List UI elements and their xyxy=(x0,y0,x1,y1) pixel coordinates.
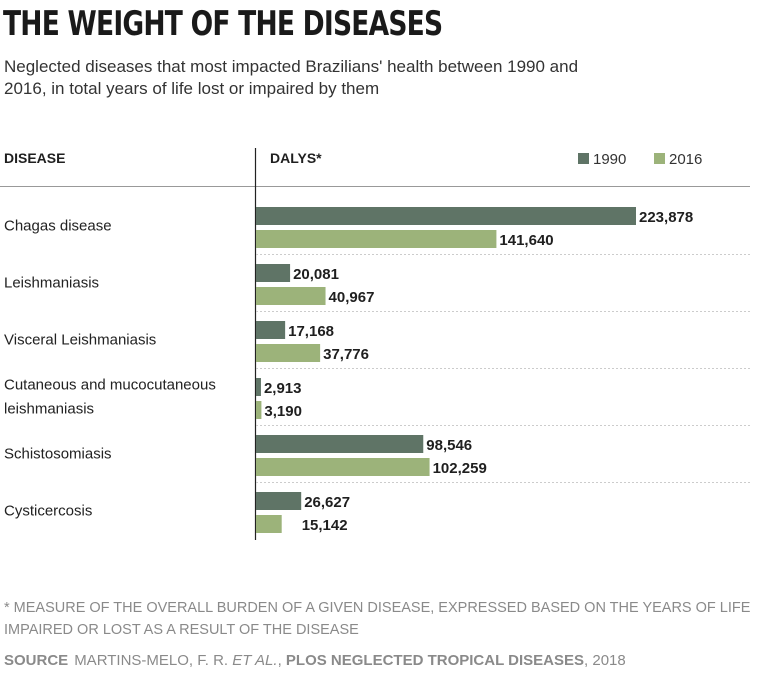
bar-1990 xyxy=(256,435,424,453)
bar-2016 xyxy=(256,287,326,305)
category-label: leishmaniasis xyxy=(4,401,94,418)
value-label-1990: 223,878 xyxy=(639,209,693,226)
bar-2016 xyxy=(256,515,282,533)
value-label-1990: 2,913 xyxy=(264,380,302,397)
footnote: * MEASURE OF THE OVERALL BURDEN OF A GIV… xyxy=(4,600,751,638)
bar-2016 xyxy=(256,230,497,248)
bar-2016 xyxy=(256,458,430,476)
legend-label-1990: 1990 xyxy=(593,151,626,168)
bar-1990 xyxy=(256,378,261,396)
source-label: SOURCE xyxy=(4,652,69,669)
source-line: SOURCE MARTINS-MELO, F. R. ET AL., PLOS N… xyxy=(4,652,626,669)
bar-1990 xyxy=(256,264,291,282)
source-etal: ET AL. xyxy=(232,652,278,669)
value-label-2016: 15,142 xyxy=(302,517,348,534)
value-label-1990: 20,081 xyxy=(293,266,339,283)
bar-2016 xyxy=(256,401,262,419)
category-label: Leishmaniasis xyxy=(4,275,99,292)
value-label-2016: 141,640 xyxy=(499,232,553,249)
legend-swatch-1990 xyxy=(578,153,589,164)
category-header: DISEASE xyxy=(4,150,65,166)
value-label-2016: 40,967 xyxy=(329,289,375,306)
bar-1990 xyxy=(256,321,286,339)
value-label-1990: 26,627 xyxy=(304,494,350,511)
category-label: Cysticercosis xyxy=(4,503,92,520)
category-label: Cutaneous and mucocutaneous xyxy=(4,377,216,394)
legend-label-2016: 2016 xyxy=(669,151,702,168)
bar-1990 xyxy=(256,492,302,510)
legend-swatch-2016 xyxy=(654,153,665,164)
source-journal: PLOS NEGLECTED TROPICAL DISEASES xyxy=(285,652,585,669)
value-header: DALYS* xyxy=(270,150,322,166)
source-year: , 2018 xyxy=(584,652,626,669)
category-label: Schistosomiasis xyxy=(4,446,112,463)
value-label-2016: 102,259 xyxy=(433,460,487,477)
value-label-1990: 17,168 xyxy=(288,323,334,340)
source-separator: , xyxy=(277,652,282,669)
source-authors: MARTINS-MELO, F. R. xyxy=(74,652,229,669)
chart-title: THE WEIGHT OF THE DISEASES xyxy=(3,4,443,44)
category-label: Chagas disease xyxy=(4,218,112,235)
bar-1990 xyxy=(256,207,636,225)
bar-chart: DISEASE DALYS* 1990 2016 Chagas disease 223,8… xyxy=(0,148,750,540)
value-label-2016: 3,190 xyxy=(264,403,302,420)
value-label-1990: 98,546 xyxy=(426,437,472,454)
category-label: Visceral Leishmaniasis xyxy=(4,332,156,349)
chart-subtitle: Neglected diseases that most impacted Br… xyxy=(4,57,579,98)
bar-2016 xyxy=(256,344,321,362)
value-label-2016: 37,776 xyxy=(323,346,369,363)
